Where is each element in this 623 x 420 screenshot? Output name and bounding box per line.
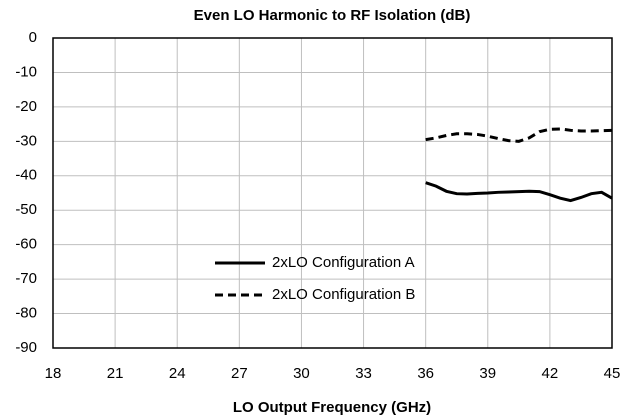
y-tick-label: -20 — [15, 98, 37, 115]
y-tick-label: 0 — [29, 29, 37, 46]
chart-title: Even LO Harmonic to RF Isolation (dB) — [194, 7, 471, 24]
x-tick-label: 24 — [169, 365, 186, 382]
x-tick-label: 36 — [417, 365, 434, 382]
plot-border — [52, 37, 613, 349]
x-tick-label: 33 — [355, 365, 372, 382]
legend-label: 2xLO Configuration A — [272, 254, 415, 271]
y-tick-label: -60 — [15, 236, 37, 253]
y-tick-label: -70 — [15, 270, 37, 287]
x-axis-label: LO Output Frequency (GHz) — [233, 399, 431, 416]
x-tick-label: 45 — [604, 365, 621, 382]
legend-label: 2xLO Configuration B — [272, 286, 415, 303]
x-tick-label: 27 — [231, 365, 248, 382]
y-tick-label: -10 — [15, 63, 37, 80]
y-tick-label: -50 — [15, 201, 37, 218]
x-tick-label: 21 — [107, 365, 124, 382]
x-tick-label: 18 — [45, 365, 62, 382]
y-tick-label: -40 — [15, 167, 37, 184]
y-tick-label: -90 — [15, 339, 37, 356]
y-tick-label: -30 — [15, 132, 37, 149]
x-tick-label: 39 — [479, 365, 496, 382]
x-tick-label: 42 — [542, 365, 559, 382]
x-tick-label: 30 — [293, 365, 310, 382]
y-tick-label: -80 — [15, 305, 37, 322]
line-series — [425, 181, 613, 203]
line-series — [425, 127, 613, 143]
